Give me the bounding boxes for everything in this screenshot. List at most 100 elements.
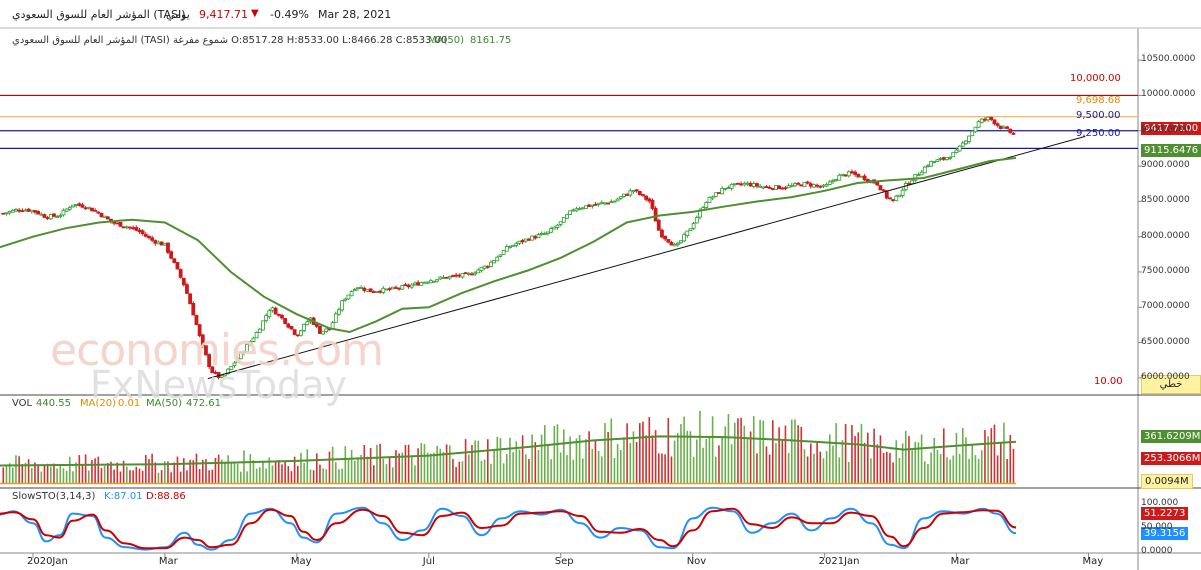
candle-body	[580, 207, 585, 210]
candle-body	[55, 216, 60, 219]
candle-body	[381, 287, 386, 293]
candle-body	[245, 343, 250, 352]
candle-body	[83, 207, 88, 210]
candle-body	[289, 325, 294, 330]
volume-title: VOL	[12, 398, 33, 409]
period-label: يومي	[166, 8, 190, 21]
candle-body	[264, 315, 269, 321]
candle-body	[514, 243, 519, 246]
candle-body	[166, 242, 170, 253]
candle-body	[641, 194, 645, 196]
candle-body	[916, 174, 921, 176]
candle-body	[938, 158, 943, 160]
candle-body	[755, 183, 759, 187]
candle-body	[742, 183, 747, 186]
candle-body	[951, 151, 956, 158]
candle-body	[660, 229, 664, 238]
last-price: 9,417.71	[199, 8, 248, 21]
candle-body	[723, 187, 728, 190]
candle-body	[318, 326, 322, 334]
candle-body	[7, 210, 12, 214]
ma50-line	[0, 156, 1017, 334]
volume-ma-small-tag: 0.0094M	[1141, 474, 1193, 489]
stoch-tick-label: 100.000	[1141, 498, 1179, 508]
candle-body	[378, 290, 383, 293]
price-tick-label: 10500.0000	[1141, 54, 1196, 65]
candle-body	[14, 209, 18, 212]
candle-body	[261, 320, 265, 331]
candle-body	[995, 123, 1000, 126]
candle-body	[815, 184, 820, 187]
candle-body	[175, 262, 180, 270]
volume-value: 440.55	[36, 398, 71, 409]
candle-body	[61, 209, 66, 216]
time-tick-label: Mar	[950, 556, 970, 567]
candle-body	[150, 237, 155, 241]
candle-body	[204, 345, 208, 356]
candle-body	[694, 217, 699, 224]
candle-body	[622, 193, 626, 197]
candle-body	[656, 219, 661, 231]
candle-body	[922, 166, 927, 174]
candle-body	[362, 287, 367, 291]
candle-body	[143, 234, 148, 237]
price-tick-label: 9500.0000	[1141, 124, 1190, 135]
candle-body	[191, 303, 196, 316]
down-arrow-icon: ▼	[251, 8, 259, 19]
candle-body	[587, 204, 592, 207]
candle-body	[593, 203, 598, 206]
candle-body	[596, 202, 601, 205]
candle-body	[967, 135, 972, 142]
candle-body	[115, 222, 120, 225]
candle-body	[276, 313, 281, 316]
candle-body	[653, 208, 658, 222]
candle-body	[824, 184, 829, 187]
candle-body	[603, 202, 607, 205]
candle-body	[10, 209, 15, 213]
change-percent: -0.49%	[270, 8, 309, 21]
candle-body	[454, 274, 459, 277]
candle-body	[172, 258, 177, 263]
candle-body	[349, 291, 354, 297]
candle-body	[888, 197, 892, 200]
candle-body	[818, 185, 823, 188]
candle-body	[558, 221, 563, 225]
candle-body	[159, 241, 164, 246]
candle-body	[23, 209, 28, 212]
candle-body	[473, 272, 478, 275]
candle-body	[416, 282, 421, 286]
candle-body	[71, 204, 75, 208]
candle-body	[666, 239, 671, 243]
candle-body	[599, 202, 604, 205]
ohlc-readout: المؤشر العام للسوق السعودي (TASI) شموع م…	[12, 35, 448, 46]
candle-body	[796, 182, 801, 185]
candle-body	[821, 184, 826, 187]
candle-body	[1, 212, 6, 215]
candle-body	[780, 187, 785, 190]
candle-body	[539, 233, 544, 236]
candle-body	[552, 226, 557, 230]
candle-body	[197, 324, 202, 337]
candle-body	[615, 198, 620, 202]
candle-body	[748, 182, 753, 187]
candle-body	[181, 277, 186, 286]
candle-body	[536, 234, 541, 239]
candle-body	[48, 214, 53, 220]
price-tick-label: 6000.0000	[1141, 371, 1190, 382]
candle-body	[910, 180, 915, 185]
volume-ma20-value: 0.01	[118, 398, 141, 409]
candle-body	[992, 119, 997, 125]
candle-body	[998, 125, 1003, 129]
candle-body	[26, 208, 31, 212]
candle-body	[422, 281, 427, 284]
candle-body	[926, 165, 930, 168]
watermark-fxnewstoday: FxNewsToday	[90, 363, 347, 407]
candle-body	[409, 284, 414, 288]
candle-body	[986, 116, 991, 121]
candle-body	[783, 187, 788, 190]
candle-body	[960, 142, 965, 147]
candle-body	[495, 256, 500, 262]
candle-body	[359, 286, 364, 289]
candle-body	[485, 265, 490, 268]
